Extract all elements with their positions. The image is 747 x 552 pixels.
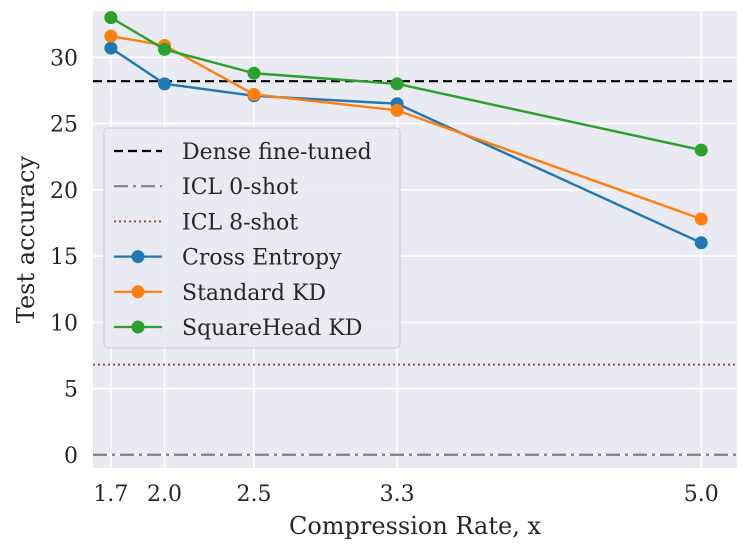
y-tick-label: 0: [64, 444, 78, 469]
legend-marker-standard-kd: [131, 285, 145, 299]
data-point-standard-kd: [694, 212, 708, 226]
legend-label-cross-entropy: Cross Entropy: [182, 246, 342, 271]
x-axis-ticks: 1.7 2.0 2.5 3.3 5.0: [93, 482, 718, 507]
y-tick-label: 20: [50, 179, 78, 204]
legend-label-standard-kd: Standard KD: [182, 281, 326, 306]
x-tick-label: 3.3: [380, 482, 415, 507]
legend-label-dense-fine-tuned: Dense fine-tuned: [182, 140, 372, 165]
legend-label-squarehead-kd: SquareHead KD: [182, 316, 362, 341]
data-point-standard-kd: [390, 103, 404, 117]
y-tick-label: 10: [50, 311, 78, 336]
x-tick-label: 2.5: [237, 482, 272, 507]
data-point-standard-kd: [104, 29, 118, 43]
data-point-cross-entropy: [158, 77, 172, 91]
data-point-squarehead-kd: [694, 143, 708, 157]
legend: Dense fine-tuned ICL 0-shot ICL 8-shot Cros…: [103, 127, 401, 349]
legend-marker-squarehead-kd: [131, 320, 145, 334]
series-lines: [104, 11, 708, 250]
y-axis-ticks: 0 5 10 15 20 25 30: [50, 46, 78, 468]
y-tick-label: 30: [50, 46, 78, 71]
x-tick-label: 2.0: [147, 482, 182, 507]
data-point-squarehead-kd: [104, 11, 118, 25]
legend-marker-cross-entropy: [131, 250, 145, 264]
data-point-squarehead-kd: [247, 66, 261, 80]
data-point-standard-kd: [247, 87, 261, 101]
y-axis-label: Test accuracy: [12, 155, 40, 323]
x-tick-label: 5.0: [684, 482, 719, 507]
x-tick-label: 1.7: [93, 482, 128, 507]
legend-label-icl-0-shot: ICL 0-shot: [182, 175, 298, 200]
data-point-cross-entropy: [694, 236, 708, 250]
y-tick-label: 5: [64, 378, 78, 403]
y-tick-label: 15: [50, 245, 78, 270]
data-point-squarehead-kd: [390, 77, 404, 91]
reference-lines: [93, 80, 737, 456]
legend-label-icl-8-shot: ICL 8-shot: [182, 210, 298, 235]
x-axis-label: Compression Rate, x: [289, 512, 541, 540]
data-point-squarehead-kd: [158, 42, 172, 56]
y-tick-label: 25: [50, 113, 78, 138]
data-point-cross-entropy: [104, 41, 118, 55]
legend-box: [103, 127, 401, 349]
